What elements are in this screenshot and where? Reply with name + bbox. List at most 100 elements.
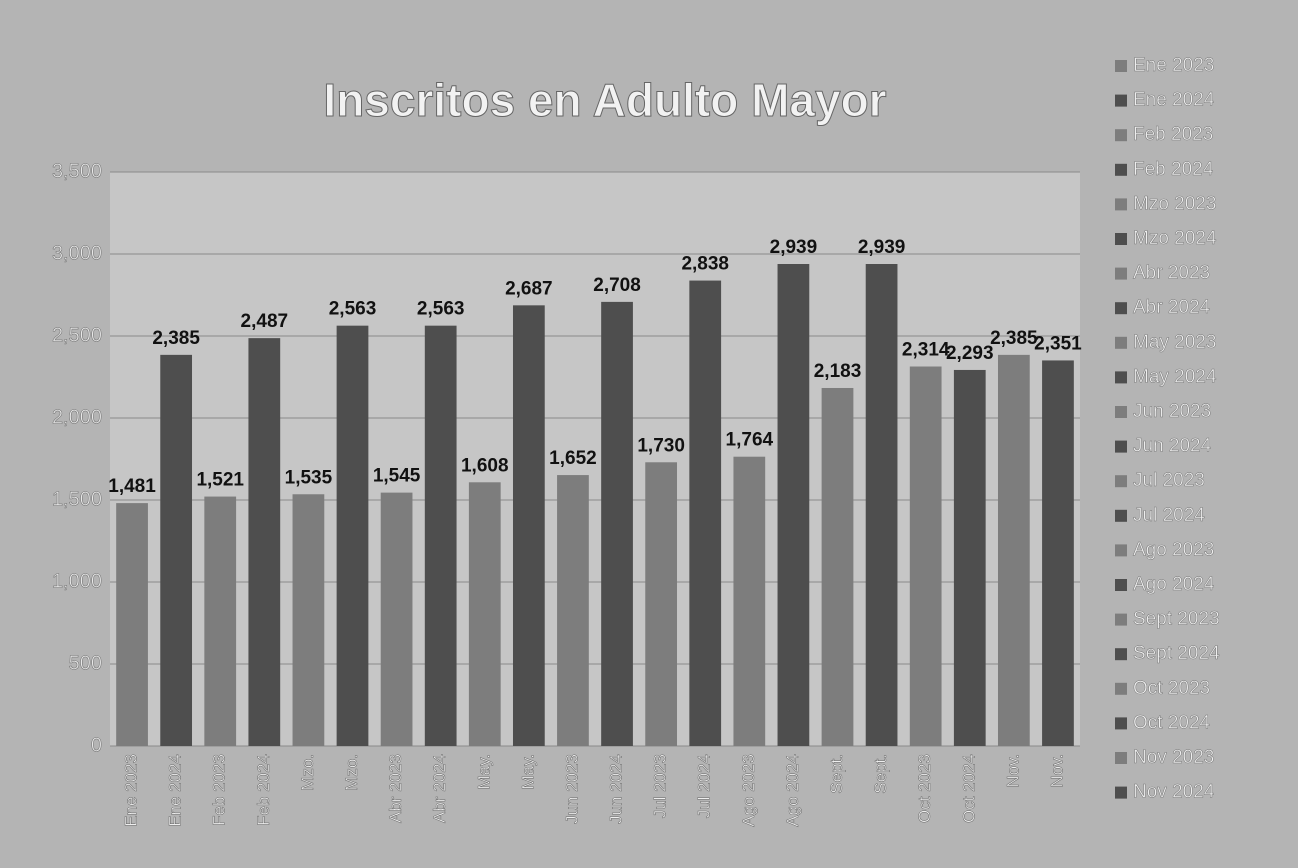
value-label: 2,351	[1034, 333, 1082, 354]
legend-swatch	[1115, 544, 1127, 557]
legend-swatch	[1115, 786, 1127, 799]
legend-label: Jul 2023	[1133, 470, 1205, 491]
legend-swatch	[1115, 682, 1127, 695]
value-label: 1,652	[549, 448, 597, 469]
value-label: 2,487	[241, 311, 289, 332]
bar	[204, 496, 237, 746]
value-label: 2,314	[902, 340, 950, 361]
bar	[248, 338, 281, 746]
value-label: 1,730	[637, 435, 685, 456]
bar	[468, 482, 501, 746]
value-label: 1,535	[285, 467, 333, 488]
bar	[160, 354, 193, 746]
x-tick-label: Mzo.	[298, 754, 317, 791]
x-tick-label: Ene 2023	[122, 754, 141, 827]
value-label: 2,939	[858, 237, 906, 258]
bar	[733, 456, 766, 746]
legend-swatch	[1115, 579, 1127, 591]
x-tick-label: Jun 2023	[562, 754, 581, 824]
x-tick-label: Oct 2023	[915, 754, 934, 823]
bar	[336, 325, 369, 746]
legend-swatch	[1115, 267, 1127, 280]
legend-label: Ago 2024	[1133, 574, 1215, 595]
legend-swatch	[1115, 336, 1127, 349]
x-tick-label: Jun 2024	[607, 754, 626, 824]
legend-label: Abr 2024	[1133, 297, 1211, 318]
legend-label: Feb 2024	[1133, 159, 1214, 180]
y-tick-label: 3,000	[52, 242, 102, 264]
x-tick-label: Oct 2024	[959, 754, 978, 823]
bar	[424, 325, 457, 746]
legend-label: Ene 2023	[1133, 55, 1214, 76]
legend-swatch	[1115, 475, 1127, 488]
legend-swatch	[1115, 302, 1127, 315]
value-label: 1,521	[196, 470, 244, 491]
value-label: 2,563	[329, 299, 377, 320]
legend-swatch	[1115, 371, 1127, 384]
legend-label: Nov 2024	[1133, 782, 1215, 803]
chart-title: Inscritos en Adulto Mayor	[323, 74, 886, 126]
legend-swatch	[1115, 406, 1127, 418]
value-label: 2,563	[417, 299, 465, 320]
y-tick-label: 3,500	[52, 160, 102, 182]
bar	[601, 301, 633, 746]
x-tick-label: Jul 2024	[695, 754, 714, 818]
value-label: 1,481	[108, 476, 156, 497]
legend-label: May 2023	[1133, 332, 1216, 353]
bar	[645, 462, 678, 746]
legend-swatch	[1115, 509, 1127, 522]
legend-swatch	[1115, 163, 1127, 176]
y-tick-label: 1,000	[52, 570, 102, 592]
legend-label: Jun 2024	[1133, 436, 1212, 457]
x-tick-label: Jul 2023	[651, 754, 670, 818]
bar	[953, 369, 986, 746]
x-tick-label: Mzo.	[342, 754, 361, 791]
value-label: 2,939	[770, 237, 818, 258]
legend-swatch	[1115, 752, 1127, 764]
bar	[689, 280, 722, 746]
legend-swatch	[1115, 440, 1127, 453]
x-tick-label: Sept.	[827, 754, 846, 794]
value-label: 2,385	[990, 328, 1038, 349]
bar	[821, 387, 854, 746]
legend-label: Jul 2024	[1133, 505, 1205, 526]
x-tick-label: Abr 2023	[386, 754, 405, 823]
legend-swatch	[1115, 717, 1127, 730]
x-tick-label: May.	[474, 754, 493, 790]
legend-swatch	[1115, 94, 1127, 107]
bar	[777, 264, 810, 746]
legend-label: Feb 2023	[1133, 124, 1213, 145]
legend-label: Oct 2024	[1133, 712, 1211, 733]
value-label: 2,183	[814, 361, 862, 382]
bar	[292, 494, 325, 746]
value-label: 2,838	[681, 254, 729, 275]
bar	[865, 264, 898, 746]
legend-swatch	[1115, 60, 1127, 72]
legend-swatch	[1115, 129, 1127, 142]
bar	[1042, 360, 1074, 746]
x-tick-label: Feb 2024	[254, 754, 273, 826]
x-tick-label: Abr 2024	[430, 754, 449, 823]
legend-label: May 2024	[1133, 366, 1217, 387]
y-tick-label: 2,500	[52, 324, 102, 346]
value-label: 2,708	[593, 275, 641, 296]
x-tick-label: Nov.	[1003, 754, 1022, 788]
legend-label: Mzo 2024	[1133, 228, 1217, 249]
x-tick-label: Feb 2023	[210, 754, 229, 826]
value-label: 1,545	[373, 466, 421, 487]
legend-label: Nov 2023	[1133, 747, 1214, 768]
legend-label: Ago 2023	[1133, 539, 1214, 560]
legend-swatch	[1115, 198, 1127, 211]
x-tick-label: Ene 2024	[166, 754, 185, 827]
legend-label: Mzo 2023	[1133, 193, 1216, 214]
value-label: 2,385	[152, 328, 200, 349]
bar	[997, 354, 1030, 746]
legend-label: Sept 2024	[1133, 643, 1220, 664]
x-tick-label: Sept.	[871, 754, 890, 794]
value-label: 2,687	[505, 278, 553, 299]
legend-label: Abr 2023	[1133, 263, 1210, 284]
bar	[380, 492, 413, 746]
y-tick-label: 2,000	[52, 406, 102, 428]
bar	[557, 475, 589, 746]
